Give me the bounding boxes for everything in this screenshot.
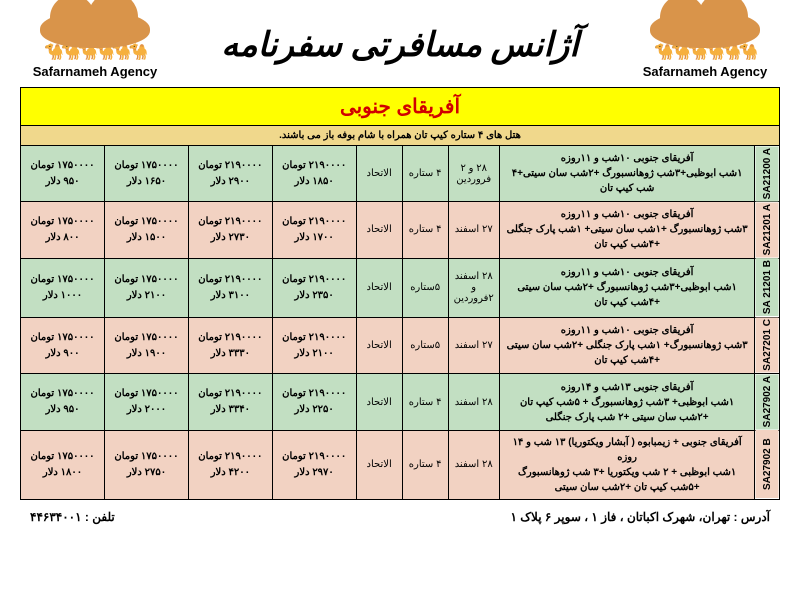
logo-left: 🐪🐪🐪🐪🐪🐪 Safarnameh Agency [20, 10, 170, 79]
cloud-icon [650, 10, 760, 48]
table-row: SA27201 Cآفریقای جنوبی ۱۰شب و ۱۱روزه۳شب … [21, 317, 780, 374]
tour-stars: ۴ ستاره [402, 146, 448, 202]
desc-detail: ۳شب ژوهانسبورگ+ ۱شب پارک جنگلی +۲شب سان … [506, 338, 749, 368]
address-text: تهران، شهرک اکباتان ، فاز ۱ ، سوپر ۶ پلا… [511, 510, 731, 524]
desc-title: آفریقای جنوبی ۱۰شب و ۱۱روزه [506, 207, 749, 222]
price-3: ۱۷۵۰۰۰۰ تومان۱۵۰۰ دلار [105, 202, 189, 258]
agency-name-en: Safarnameh Agency [33, 64, 158, 79]
price-4: ۱۷۵۰۰۰۰ تومان۹۵۰ دلار [21, 146, 105, 202]
price-1: ۲۱۹۰۰۰۰ تومان۲۳۵۰ دلار [272, 258, 356, 317]
phone-text: ۴۴۶۳۴۰۰۱ [30, 510, 82, 524]
tour-table: آفریقای جنوبی هتل های ۴ ستاره کیپ تان هم… [20, 87, 780, 500]
price-4: ۱۷۵۰۰۰۰ تومان۱۸۰۰ دلار [21, 430, 105, 499]
tour-description: آفریقای جنوبی ۱۰شب و ۱۱روزه۳شب ژوهانسبور… [499, 202, 755, 258]
tour-airline: الاتحاد [356, 430, 402, 499]
tour-stars: ۴ ستاره [402, 430, 448, 499]
price-4: ۱۷۵۰۰۰۰ تومان۹۰۰ دلار [21, 317, 105, 374]
address-label: آدرس : [734, 510, 770, 524]
tour-description: آفریقای جنوبی ۱۳شب و ۱۴روزه۱شب ابوظبی+ ۳… [499, 374, 755, 430]
table-row: SA21201 Aآفریقای جنوبی ۱۰شب و ۱۱روزه۳شب … [21, 202, 780, 258]
tour-date: ۲۷ اسفند [448, 202, 499, 258]
table-row: SA27902 Bآفریقای جنوبی + زیمبابوه ( آبشا… [21, 430, 780, 499]
desc-detail: ۱شب ابوظبی+۳شب ژوهانسبورگ +۲شب سان سیتی … [506, 280, 749, 310]
phone-label: تلفن : [85, 510, 115, 524]
tour-description: آفریقای جنوبی ۱۰شب و ۱۱روزه۳شب ژوهانسبور… [499, 317, 755, 374]
agency-name-en: Safarnameh Agency [643, 64, 768, 79]
price-2: ۲۱۹۰۰۰۰ تومان۲۹۰۰ دلار [188, 146, 272, 202]
price-1: ۲۱۹۰۰۰۰ تومان۲۲۵۰ دلار [272, 374, 356, 430]
desc-detail: ۱شب ابوظبی+ ۳شب ژوهانسبورگ + ۵شب کیپ تان… [506, 395, 749, 425]
price-3: ۱۷۵۰۰۰۰ تومان۱۶۵۰ دلار [105, 146, 189, 202]
phone-block: تلفن : ۴۴۶۳۴۰۰۱ [30, 510, 115, 524]
tour-code: SA27902 B [755, 430, 780, 499]
price-4: ۱۷۵۰۰۰۰ تومان۱۰۰۰ دلار [21, 258, 105, 317]
tour-date: ۲۷ اسفند [448, 317, 499, 374]
cloud-icon [40, 10, 150, 48]
desc-title: آفریقای جنوبی ۱۳شب و ۱۴روزه [506, 380, 749, 395]
price-3: ۱۷۵۰۰۰۰ تومان۲۰۰۰ دلار [105, 374, 189, 430]
header: 🐪🐪🐪🐪🐪🐪 Safarnameh Agency آژانس مسافرتی س… [20, 10, 780, 79]
price-2: ۲۱۹۰۰۰۰ تومان۳۳۴۰ دلار [188, 374, 272, 430]
price-4: ۱۷۵۰۰۰۰ تومان۸۰۰ دلار [21, 202, 105, 258]
tour-description: آفریقای جنوبی + زیمبابوه ( آبشار ویکتوری… [499, 430, 755, 499]
tour-code: SA27902 A [755, 374, 780, 430]
price-2: ۲۱۹۰۰۰۰ تومان۳۳۳۰ دلار [188, 317, 272, 374]
tour-date: ۲۸ و ۲ فروردین [448, 146, 499, 202]
tour-airline: الاتحاد [356, 258, 402, 317]
tour-description: آفریقای جنوبی ۱۰شب و ۱۱روزه۱شب ابوظبی+۳ش… [499, 146, 755, 202]
tour-airline: الاتحاد [356, 374, 402, 430]
tour-airline: الاتحاد [356, 202, 402, 258]
table-title-row: آفریقای جنوبی [21, 88, 780, 126]
tour-code: SA21201 A [755, 202, 780, 258]
price-2: ۲۱۹۰۰۰۰ تومان۳۱۰۰ دلار [188, 258, 272, 317]
price-1: ۲۱۹۰۰۰۰ تومان۲۹۷۰ دلار [272, 430, 356, 499]
table-row: SA21200 Aآفریقای جنوبی ۱۰شب و ۱۱روزه۱شب … [21, 146, 780, 202]
price-1: ۲۱۹۰۰۰۰ تومان۲۱۰۰ دلار [272, 317, 356, 374]
desc-title: آفریقای جنوبی ۱۰شب و ۱۱روزه [506, 323, 749, 338]
footer: آدرس : تهران، شهرک اکباتان ، فاز ۱ ، سوپ… [20, 510, 780, 524]
agency-name-fa: آژانس مسافرتی سفرنامه [221, 25, 579, 65]
price-2: ۲۱۹۰۰۰۰ تومان۲۷۳۰ دلار [188, 202, 272, 258]
tour-stars: ۵ستاره [402, 258, 448, 317]
tour-airline: الاتحاد [356, 317, 402, 374]
tour-stars: ۴ ستاره [402, 202, 448, 258]
tour-date: ۲۸ اسفند و ۲فروردین [448, 258, 499, 317]
price-2: ۲۱۹۰۰۰۰ تومان۴۲۰۰ دلار [188, 430, 272, 499]
table-title: آفریقای جنوبی [21, 88, 780, 126]
tour-description: آفریقای جنوبی ۱۰شب و ۱۱روزه۱شب ابوظبی+۳ش… [499, 258, 755, 317]
table-subtitle: هتل های ۴ ستاره کیپ تان همراه با شام بوف… [21, 126, 780, 146]
tour-airline: الاتحاد [356, 146, 402, 202]
desc-detail: ۱شب ابوظبی+۳شب ژوهانسبورگ +۲شب سان سیتی+… [506, 166, 749, 196]
table-row: SA 21201 Bآفریقای جنوبی ۱۰شب و ۱۱روزه۱شب… [21, 258, 780, 317]
tour-date: ۲۸ اسفند [448, 430, 499, 499]
price-1: ۲۱۹۰۰۰۰ تومان۱۷۰۰ دلار [272, 202, 356, 258]
table-row: SA27902 Aآفریقای جنوبی ۱۳شب و ۱۴روزه۱شب … [21, 374, 780, 430]
tour-stars: ۵ستاره [402, 317, 448, 374]
desc-detail: ۳شب ژوهانسبورگ +۱شب سان سیتی+ ۱شب پارک ج… [506, 222, 749, 252]
tour-stars: ۴ ستاره [402, 374, 448, 430]
desc-title: آفریقای جنوبی ۱۰شب و ۱۱روزه [506, 151, 749, 166]
tour-code: SA 21201 B [755, 258, 780, 317]
price-1: ۲۱۹۰۰۰۰ تومان۱۸۵۰ دلار [272, 146, 356, 202]
price-3: ۱۷۵۰۰۰۰ تومان۱۹۰۰ دلار [105, 317, 189, 374]
price-3: ۱۷۵۰۰۰۰ تومان۲۱۰۰ دلار [105, 258, 189, 317]
tour-code: SA27201 C [755, 317, 780, 374]
desc-detail: ۱شب ابوظبی + ۲ شب ویکتوریا +۳ شب ژوهانسب… [506, 465, 749, 495]
logo-right: 🐪🐪🐪🐪🐪🐪 Safarnameh Agency [630, 10, 780, 79]
price-4: ۱۷۵۰۰۰۰ تومان۹۵۰ دلار [21, 374, 105, 430]
table-subtitle-row: هتل های ۴ ستاره کیپ تان همراه با شام بوف… [21, 126, 780, 146]
tour-date: ۲۸ اسفند [448, 374, 499, 430]
price-3: ۱۷۵۰۰۰۰ تومان۲۷۵۰ دلار [105, 430, 189, 499]
page: 🐪🐪🐪🐪🐪🐪 Safarnameh Agency آژانس مسافرتی س… [0, 0, 800, 534]
tour-code: SA21200 A [755, 146, 780, 202]
address-block: آدرس : تهران، شهرک اکباتان ، فاز ۱ ، سوپ… [511, 510, 771, 524]
desc-title: آفریقای جنوبی ۱۰شب و ۱۱روزه [506, 265, 749, 280]
desc-title: آفریقای جنوبی + زیمبابوه ( آبشار ویکتوری… [506, 435, 749, 465]
